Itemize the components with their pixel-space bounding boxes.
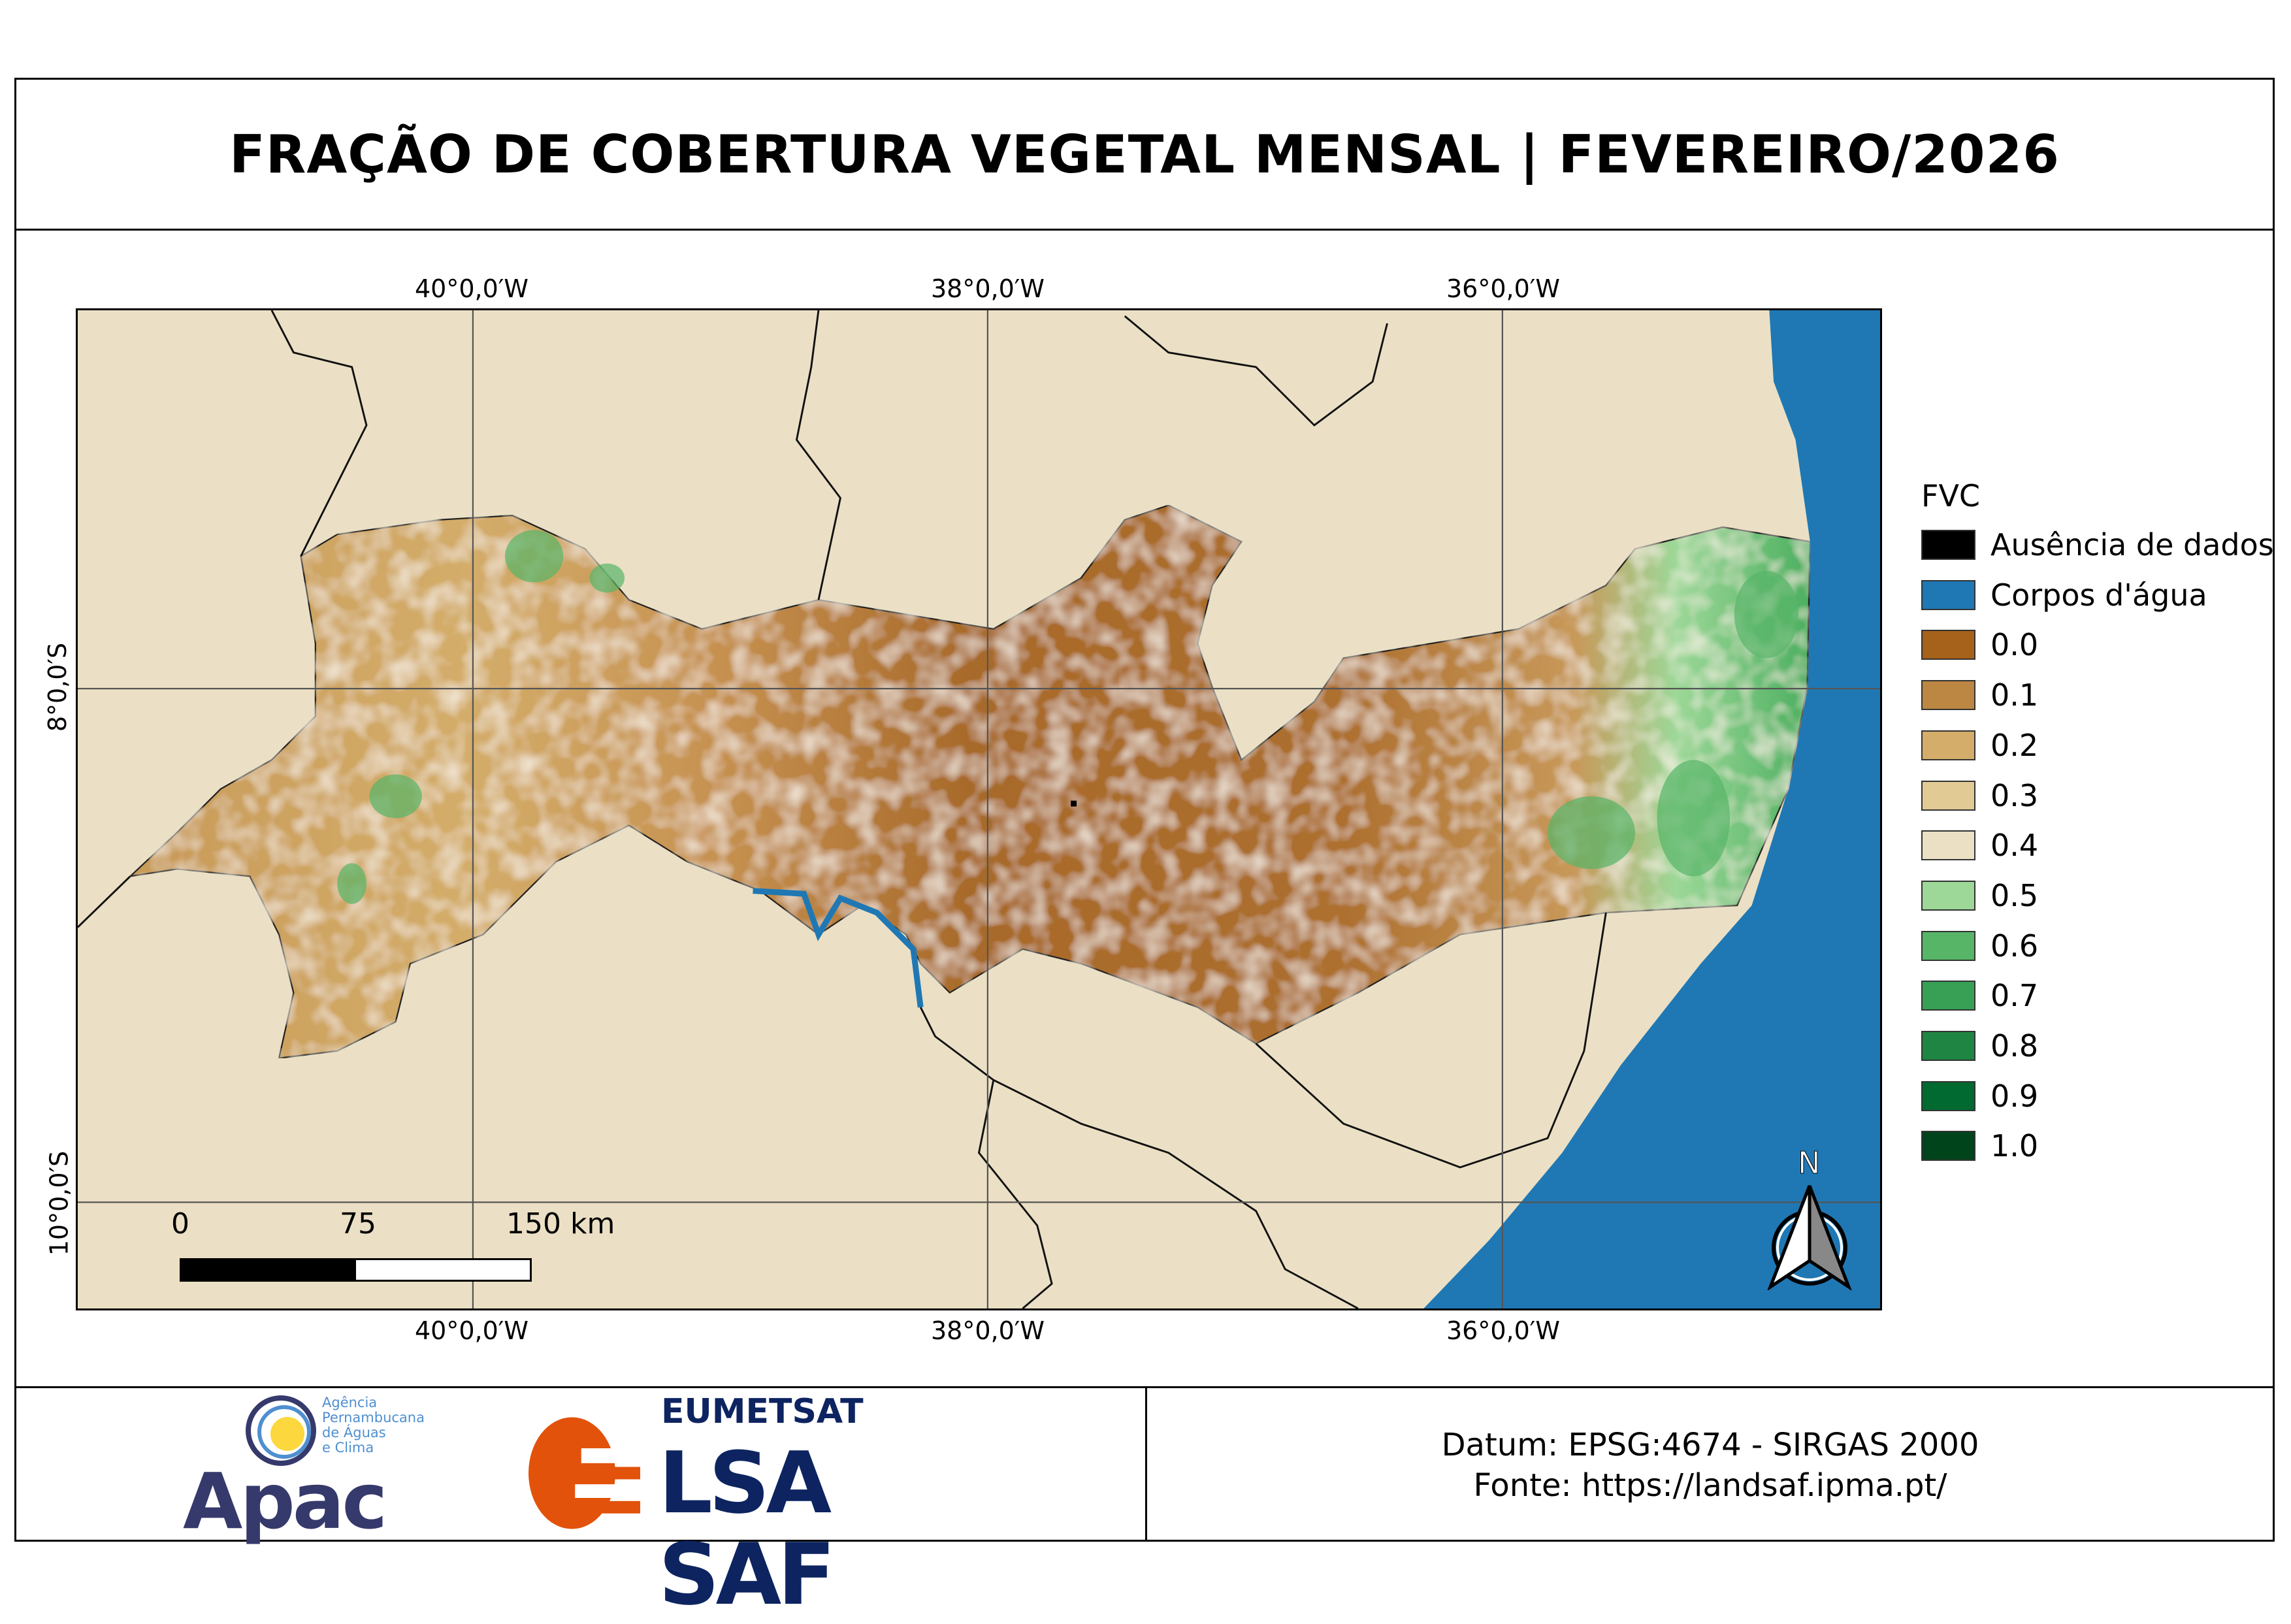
legend-label: 0.2 bbox=[1990, 727, 2039, 763]
title-divider bbox=[14, 229, 2275, 231]
legend-swatch bbox=[1921, 880, 1975, 911]
legend-swatch bbox=[1921, 1080, 1975, 1111]
green-patches bbox=[337, 530, 1798, 904]
legend-item: 0.4 bbox=[1921, 826, 2038, 865]
apac-emblem-icon bbox=[246, 1395, 316, 1466]
legend-swatch bbox=[1921, 680, 1975, 711]
map-title: FRAÇÃO DE COBERTURA VEGETAL MENSAL | FEV… bbox=[229, 123, 2060, 185]
legend-swatch bbox=[1921, 530, 1975, 560]
legend-label: 0.8 bbox=[1990, 1028, 2039, 1064]
legend-title: FVC bbox=[1921, 478, 1981, 513]
legend-item: Ausência de dados bbox=[1921, 525, 2274, 564]
legend-label: 0.0 bbox=[1990, 627, 2039, 663]
legend-item: 0.5 bbox=[1921, 876, 2038, 915]
map-frame[interactable] bbox=[76, 308, 1882, 1310]
lsasaf-logo: EUMETSAT LSA SAF bbox=[516, 1392, 1026, 1620]
grid-label-top-36w: 36°0,0′W bbox=[1446, 274, 1560, 303]
eumetsat-label: EUMETSAT bbox=[661, 1392, 864, 1431]
apac-logo: Agência Pernambucana de Águas e Clima Ap… bbox=[176, 1390, 451, 1542]
fvc-map bbox=[78, 310, 1880, 1308]
grid-label-top-40w: 40°0,0′W bbox=[415, 274, 528, 303]
no-data-pixel bbox=[1071, 800, 1077, 807]
footer-vertical-divider bbox=[1145, 1388, 1147, 1542]
source-text: Fonte: https://landsaf.ipma.pt/ bbox=[1473, 1467, 1947, 1504]
north-arrow-icon bbox=[1767, 1185, 1852, 1290]
apac-subtitle-3: de Águas bbox=[322, 1425, 386, 1440]
apac-name: Apac bbox=[183, 1456, 387, 1546]
grid-label-left-8s: 8°0,0′S bbox=[43, 642, 73, 732]
legend-label: Ausência de dados bbox=[1990, 527, 2274, 562]
legend-label: 1.0 bbox=[1990, 1128, 2039, 1164]
legend-item: Corpos d'água bbox=[1921, 576, 2207, 615]
scale-label-0: 0 bbox=[171, 1207, 189, 1241]
legend-swatch bbox=[1921, 1031, 1975, 1061]
legend-item: 0.2 bbox=[1921, 726, 2038, 765]
legend-item: 0.0 bbox=[1921, 625, 2038, 664]
legend-swatch bbox=[1921, 730, 1975, 760]
grid-label-bottom-36w: 36°0,0′W bbox=[1446, 1316, 1560, 1345]
legend-item: 0.9 bbox=[1921, 1077, 2038, 1116]
scale-label-150: 150 km bbox=[506, 1207, 615, 1241]
legend-label: 0.5 bbox=[1990, 877, 2039, 913]
lsasaf-emblem-icon bbox=[528, 1417, 640, 1529]
apac-subtitle-1: Agência bbox=[322, 1395, 378, 1410]
north-label: N bbox=[1797, 1145, 1821, 1180]
north-arrow: N bbox=[1764, 1146, 1855, 1290]
pernambuco-fvc-raster bbox=[127, 504, 1811, 1060]
legend-label: Corpos d'água bbox=[1990, 577, 2207, 613]
legend-item: 0.6 bbox=[1921, 926, 2038, 966]
legend-label: 0.1 bbox=[1990, 677, 2039, 713]
legend-item: 0.3 bbox=[1921, 776, 2038, 815]
ocean bbox=[1423, 310, 1880, 1308]
legend-label: 0.6 bbox=[1990, 928, 2039, 964]
legend-label: 0.9 bbox=[1990, 1078, 2039, 1114]
grid-label-bottom-40w: 40°0,0′W bbox=[415, 1316, 528, 1345]
legend-item: 1.0 bbox=[1921, 1126, 2038, 1165]
legend-label: 0.4 bbox=[1990, 828, 2039, 864]
lsasaf-name: LSA SAF bbox=[658, 1433, 836, 1624]
map-info: Datum: EPSG:4674 - SIRGAS 2000 Fonte: ht… bbox=[1147, 1390, 2273, 1540]
legend-swatch bbox=[1921, 981, 1975, 1011]
legend-swatch bbox=[1921, 780, 1975, 811]
scale-label-75: 75 bbox=[340, 1207, 376, 1241]
datum-text: Datum: EPSG:4674 - SIRGAS 2000 bbox=[1441, 1427, 1979, 1463]
grid-label-left-10s: 10°0,0′S bbox=[44, 1150, 74, 1256]
legend-label: 0.3 bbox=[1990, 777, 2039, 813]
graticule bbox=[78, 310, 1880, 1308]
apac-subtitle-2: Pernambucana bbox=[322, 1410, 425, 1425]
grid-label-top-38w: 38°0,0′W bbox=[931, 274, 1045, 303]
legend-swatch bbox=[1921, 579, 1975, 610]
grid-label-bottom-38w: 38°0,0′W bbox=[931, 1316, 1045, 1345]
legend-label: 0.7 bbox=[1990, 978, 2039, 1014]
legend-item: 0.7 bbox=[1921, 976, 2038, 1015]
apac-subtitle-4: e Clima bbox=[322, 1440, 374, 1455]
legend-item: 0.8 bbox=[1921, 1026, 2038, 1065]
legend-item: 0.1 bbox=[1921, 675, 2038, 715]
map-layout-frame bbox=[14, 78, 2275, 1542]
footer-divider bbox=[14, 1386, 2275, 1388]
legend-swatch bbox=[1921, 830, 1975, 861]
scale-bar bbox=[180, 1258, 532, 1282]
legend-swatch bbox=[1921, 930, 1975, 961]
legend-swatch bbox=[1921, 630, 1975, 660]
state-boundaries bbox=[78, 310, 1607, 1308]
water-bodies bbox=[753, 888, 924, 1008]
legend-swatch bbox=[1921, 1131, 1975, 1161]
